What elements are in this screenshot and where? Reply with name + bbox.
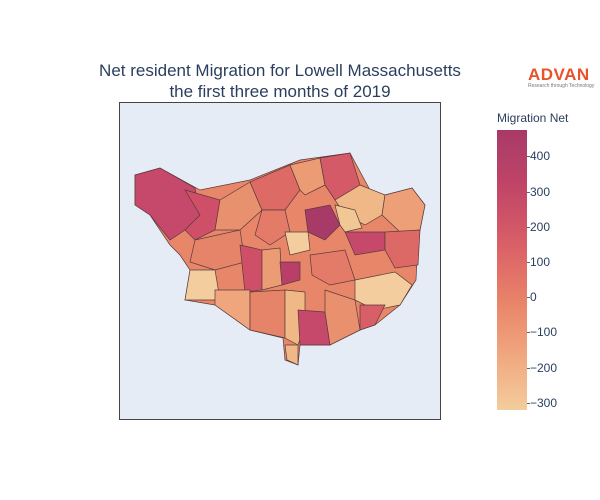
map-frame[interactable]	[119, 102, 441, 420]
logo-tagline: Research through Technology	[528, 83, 595, 89]
tract-c1[interactable]	[334, 204, 363, 233]
tract-center-dark[interactable]	[304, 204, 341, 241]
tract-c2[interactable]	[254, 209, 291, 246]
colorbar-tick-minus200: −200	[526, 361, 558, 375]
chart-title-line1: Net resident Migration for Lowell Massac…	[99, 61, 461, 80]
colorbar-tick-minus100: −100	[526, 325, 558, 339]
colorbar-tick-200: 200	[526, 220, 551, 234]
colorbar-tick-0: 0	[527, 290, 537, 304]
tract-n2[interactable]	[249, 164, 301, 211]
tract-s1[interactable]	[214, 289, 251, 331]
colorbar-tick-400: 400	[526, 149, 551, 163]
colorbar-tick-300: 300	[526, 185, 551, 199]
choropleth-map[interactable]	[120, 103, 440, 419]
tract-s5[interactable]	[324, 289, 361, 346]
colorbar-gradient	[497, 130, 527, 410]
tract-cw3[interactable]	[279, 261, 301, 286]
tract-w1[interactable]	[189, 229, 246, 271]
tract-cw2[interactable]	[261, 247, 283, 291]
colorbar-tick-100: 100	[526, 255, 551, 269]
tract-n3[interactable]	[289, 157, 326, 196]
colorbar-title: Migration Net	[497, 111, 569, 125]
colorbar-tick-minus300: −300	[526, 396, 558, 410]
tract-s2[interactable]	[249, 289, 286, 339]
tract-s6[interactable]	[359, 304, 386, 331]
chart-title-line2: the first three months of 2019	[169, 82, 391, 101]
tract-tail[interactable]	[284, 344, 299, 366]
tract-e3[interactable]	[384, 229, 421, 269]
advan-logo: ADVAN Research through Technology	[528, 65, 595, 90]
logo-wordmark: ADVAN	[528, 65, 590, 84]
chart-title: Net resident Migration for Lowell Massac…	[60, 60, 500, 102]
tract-c3[interactable]	[284, 231, 311, 256]
tract-n1[interactable]	[214, 181, 263, 231]
tract-c4[interactable]	[309, 249, 356, 286]
